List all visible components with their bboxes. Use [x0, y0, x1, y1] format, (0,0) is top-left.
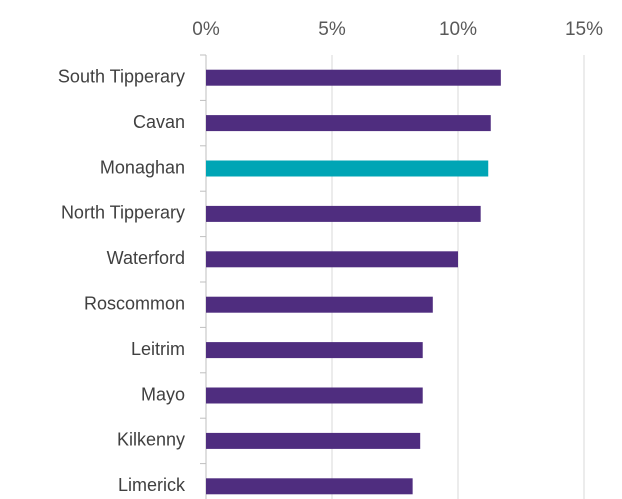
bar: [206, 296, 433, 313]
y-tick-label: Monaghan: [100, 157, 185, 177]
y-tick-label: Kilkenny: [117, 430, 185, 450]
bar: [206, 251, 458, 268]
x-tick-label: 15%: [565, 19, 603, 40]
bar: [206, 387, 423, 404]
bar: [206, 69, 501, 86]
y-tick-label: Cavan: [133, 112, 185, 132]
bar: [206, 478, 413, 495]
y-tick-label: Limerick: [118, 475, 186, 495]
y-tick-label: Leitrim: [131, 339, 185, 359]
x-tick-label: 5%: [318, 19, 346, 40]
y-tick-label: Roscommon: [84, 293, 185, 313]
x-tick-label: 10%: [439, 19, 477, 40]
y-tick-label: Mayo: [141, 384, 185, 404]
y-tick-label: South Tipperary: [58, 66, 185, 86]
bar: [206, 432, 421, 449]
bar: [206, 115, 491, 132]
bar: [206, 342, 423, 359]
bar: [206, 160, 489, 177]
bar: [206, 205, 481, 222]
y-tick-label: North Tipperary: [61, 203, 185, 223]
x-tick-label: 0%: [192, 19, 220, 40]
y-tick-label: Waterford: [107, 248, 185, 268]
